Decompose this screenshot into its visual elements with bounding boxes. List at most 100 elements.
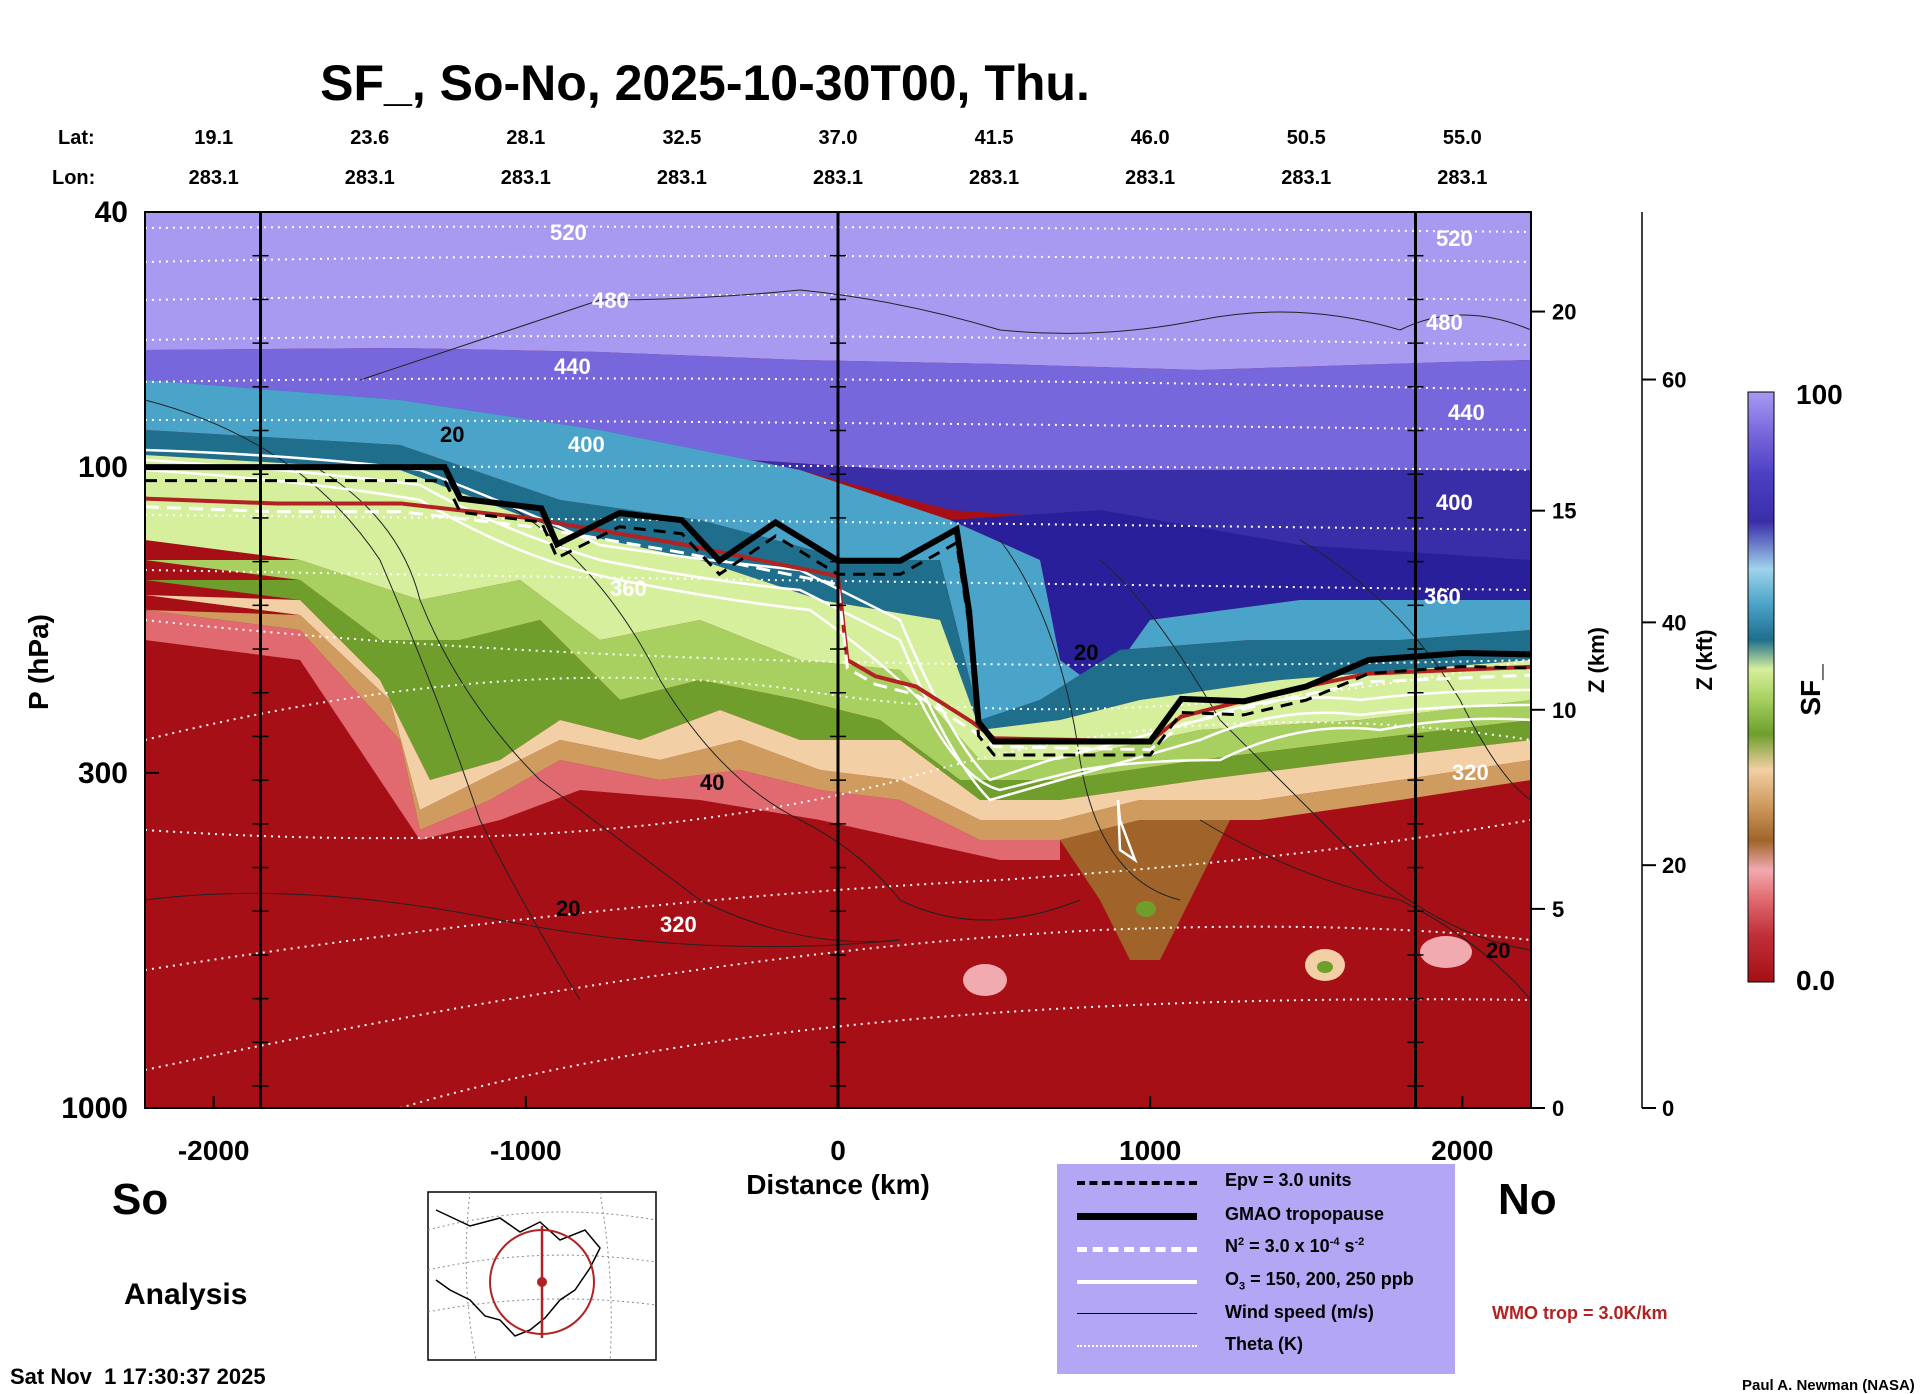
sf-field-green-patch-2 [1317, 961, 1333, 973]
lat-value: 46.0 [1131, 127, 1170, 149]
y-axis-label: P (hPa) [23, 614, 54, 710]
legend-item-epv: Epv = 3.0 units [1057, 1166, 1455, 1198]
y-tick-label: 1000 [61, 1092, 128, 1125]
timestamp: Sat Nov 1 17:30:37 2025 [10, 1364, 266, 1389]
lat-value: 19.1 [194, 127, 233, 149]
legend-item-theta: Theta (K) [1057, 1330, 1455, 1362]
theta-label: 440 [554, 354, 591, 379]
wmo-note: WMO trop = 3.0K/km [1492, 1303, 1668, 1323]
sf-field-green-patch [1136, 901, 1156, 917]
lon-header-label: Lon: [52, 167, 95, 189]
lon-value: 283.1 [657, 167, 707, 189]
chart-title: SF_, So-No, 2025-10-30T00, Thu. [320, 55, 1090, 111]
gmao-tropopause-line [145, 464, 1531, 745]
y-tick-label: 40 [95, 196, 128, 229]
z-kft-axis: 60 40 20 0 [1641, 212, 1686, 1121]
legend-item-n2: N2 = 3.0 x 10-4 s-2 [1057, 1232, 1455, 1264]
sf-field-dark-green [145, 580, 1531, 800]
x-axis-label: Distance (km) [746, 1169, 930, 1200]
vertical-reference-lines [252, 212, 1424, 1108]
colorbar-title: SF_ [1795, 664, 1826, 716]
lon-value: 283.1 [1281, 167, 1331, 189]
wind-labels: 20 40 20 20 20 [440, 422, 1510, 963]
y-tick-label: 100 [78, 451, 128, 484]
north-label: No [1498, 1175, 1557, 1224]
x-tick-label: -1000 [490, 1135, 562, 1166]
y-axis: 40 100 300 1000 [61, 196, 159, 1125]
x-tick-label: -2000 [178, 1135, 250, 1166]
lon-value: 283.1 [1437, 167, 1487, 189]
wind-label: 40 [700, 770, 724, 795]
sf-field-pink-patch [963, 964, 1007, 996]
theta-label: 480 [592, 288, 629, 313]
z-kft-tick-label: 40 [1662, 610, 1686, 635]
lat-lon-row: 19.1 283.1 23.6 283.1 28.1 283.1 32.5 283.1 37.0… [189, 127, 1488, 189]
wind-label: 20 [1074, 640, 1098, 665]
lat-value: 23.6 [350, 127, 389, 149]
z-km-tick-label: 5 [1552, 897, 1564, 922]
theta-label: 400 [568, 432, 605, 457]
z-kft-tick-label: 0 [1662, 1096, 1674, 1121]
colorbar [1747, 391, 1775, 983]
theta-label: 320 [660, 912, 697, 937]
z-km-tick-label: 20 [1552, 300, 1576, 325]
legend: Epv = 3.0 units GMAO tropopause N2 = 3.0… [1057, 1164, 1455, 1374]
theta-label: 320 [1452, 760, 1489, 785]
x-tick-label: 0 [830, 1135, 846, 1166]
legend-item-gmao: GMAO tropopause [1057, 1200, 1455, 1232]
theta-contours [145, 225, 1531, 1108]
lat-value: 55.0 [1443, 127, 1482, 149]
lon-value: 283.1 [969, 167, 1019, 189]
legend-item-wind: Wind speed (m/s) [1057, 1298, 1455, 1330]
x-tick-label: 1000 [1119, 1135, 1181, 1166]
colorbar-max-label: 100 [1796, 379, 1843, 410]
credit: Paul A. Newman (NASA) [1742, 1377, 1915, 1394]
lon-value: 283.1 [1125, 167, 1175, 189]
y-tick-label: 300 [78, 757, 128, 790]
z-km-tick-label: 0 [1552, 1096, 1564, 1121]
wind-label: 20 [440, 422, 464, 447]
theta-label: 520 [550, 220, 587, 245]
z-kft-axis-label: Z (kft) [1692, 629, 1717, 690]
theta-label: 360 [610, 576, 647, 601]
lon-value: 283.1 [501, 167, 551, 189]
lat-value: 28.1 [506, 127, 545, 149]
z-kft-tick-label: 20 [1662, 853, 1686, 878]
wind-label: 20 [556, 896, 580, 921]
z-km-tick-label: 15 [1552, 499, 1576, 524]
z-km-axis-label: Z (km) [1584, 627, 1609, 693]
x-tick-label: 2000 [1431, 1135, 1493, 1166]
sf-field-pink [145, 610, 1060, 860]
colorbar-min-label: 0.0 [1796, 965, 1835, 996]
sf-field-dark-brown [1060, 820, 1230, 960]
center-marker [537, 1277, 547, 1287]
z-km-axis: 20 15 10 5 0 [1530, 212, 1576, 1121]
inset-map [427, 1191, 657, 1361]
lon-value: 283.1 [189, 167, 239, 189]
theta-label: 440 [1448, 400, 1485, 425]
tropopause-lines [145, 464, 1531, 757]
sf-field-pink-patch-2 [1420, 936, 1472, 968]
lat-value: 32.5 [662, 127, 701, 149]
z-kft-tick-label: 60 [1662, 368, 1686, 393]
theta-label: 360 [1424, 584, 1461, 609]
theta-label: 480 [1426, 310, 1463, 335]
x-axis: -2000 -1000 0 1000 2000 [178, 1096, 1493, 1166]
analysis-label: Analysis [124, 1278, 247, 1311]
lat-value: 50.5 [1287, 127, 1326, 149]
theta-labels: 520 480 440 400 360 320 520 480 440 400 … [550, 220, 1489, 937]
lon-value: 283.1 [813, 167, 863, 189]
plot-area: 520 480 440 400 360 320 520 480 440 400 … [145, 212, 1531, 1108]
sf-field-stratosphere-deep [950, 510, 1531, 690]
theta-label: 520 [1436, 226, 1473, 251]
wind-speed-contours [145, 289, 1531, 1001]
wind-label: 20 [1486, 938, 1510, 963]
sf-field-brown [145, 610, 1531, 840]
wmo-tropopause-line [145, 496, 1531, 744]
z-km-tick-label: 10 [1552, 698, 1576, 723]
coastline [435, 1209, 601, 1337]
lat-header-label: Lat: [58, 127, 95, 149]
legend-item-o3: O3 = 150, 200, 250 ppb [1057, 1265, 1455, 1297]
lat-value: 41.5 [975, 127, 1014, 149]
